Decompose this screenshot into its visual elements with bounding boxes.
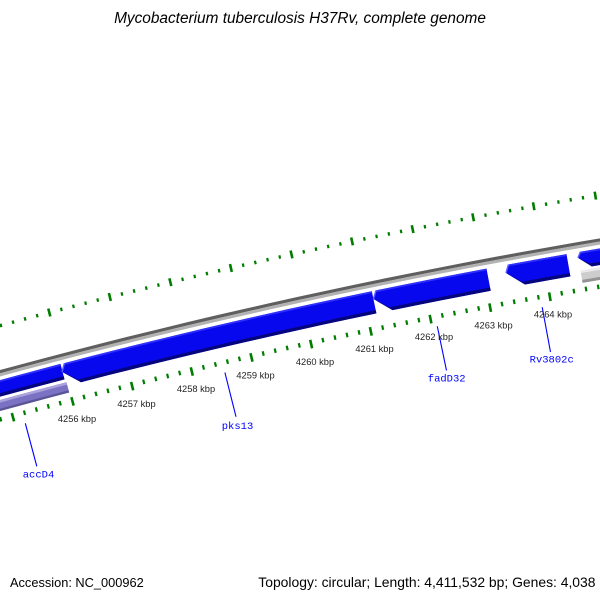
svg-text:Mycobacterium tuberculosis H37: Mycobacterium tuberculosis H37Rv, comple…: [114, 10, 486, 27]
svg-text:Rv3802c: Rv3802c: [530, 355, 574, 367]
svg-text:4259 kbp: 4259 kbp: [236, 370, 274, 380]
svg-text:4257 kbp: 4257 kbp: [117, 399, 155, 409]
svg-text:4260 kbp: 4260 kbp: [296, 357, 334, 367]
svg-text:4263 kbp: 4263 kbp: [474, 321, 512, 331]
svg-text:Accession: NC_000962: Accession: NC_000962: [10, 575, 144, 590]
svg-text:fadD32: fadD32: [428, 374, 466, 386]
svg-text:4258 kbp: 4258 kbp: [177, 384, 215, 394]
svg-text:4256 kbp: 4256 kbp: [58, 414, 96, 424]
svg-text:4261 kbp: 4261 kbp: [355, 344, 393, 354]
svg-text:4262 kbp: 4262 kbp: [415, 332, 453, 342]
svg-text:4264 kbp: 4264 kbp: [534, 310, 572, 320]
svg-text:Topology: circular; Length: 4,: Topology: circular; Length: 4,411,532 bp…: [258, 574, 595, 590]
svg-text:pks13: pks13: [222, 421, 254, 433]
svg-text:accD4: accD4: [23, 470, 55, 482]
